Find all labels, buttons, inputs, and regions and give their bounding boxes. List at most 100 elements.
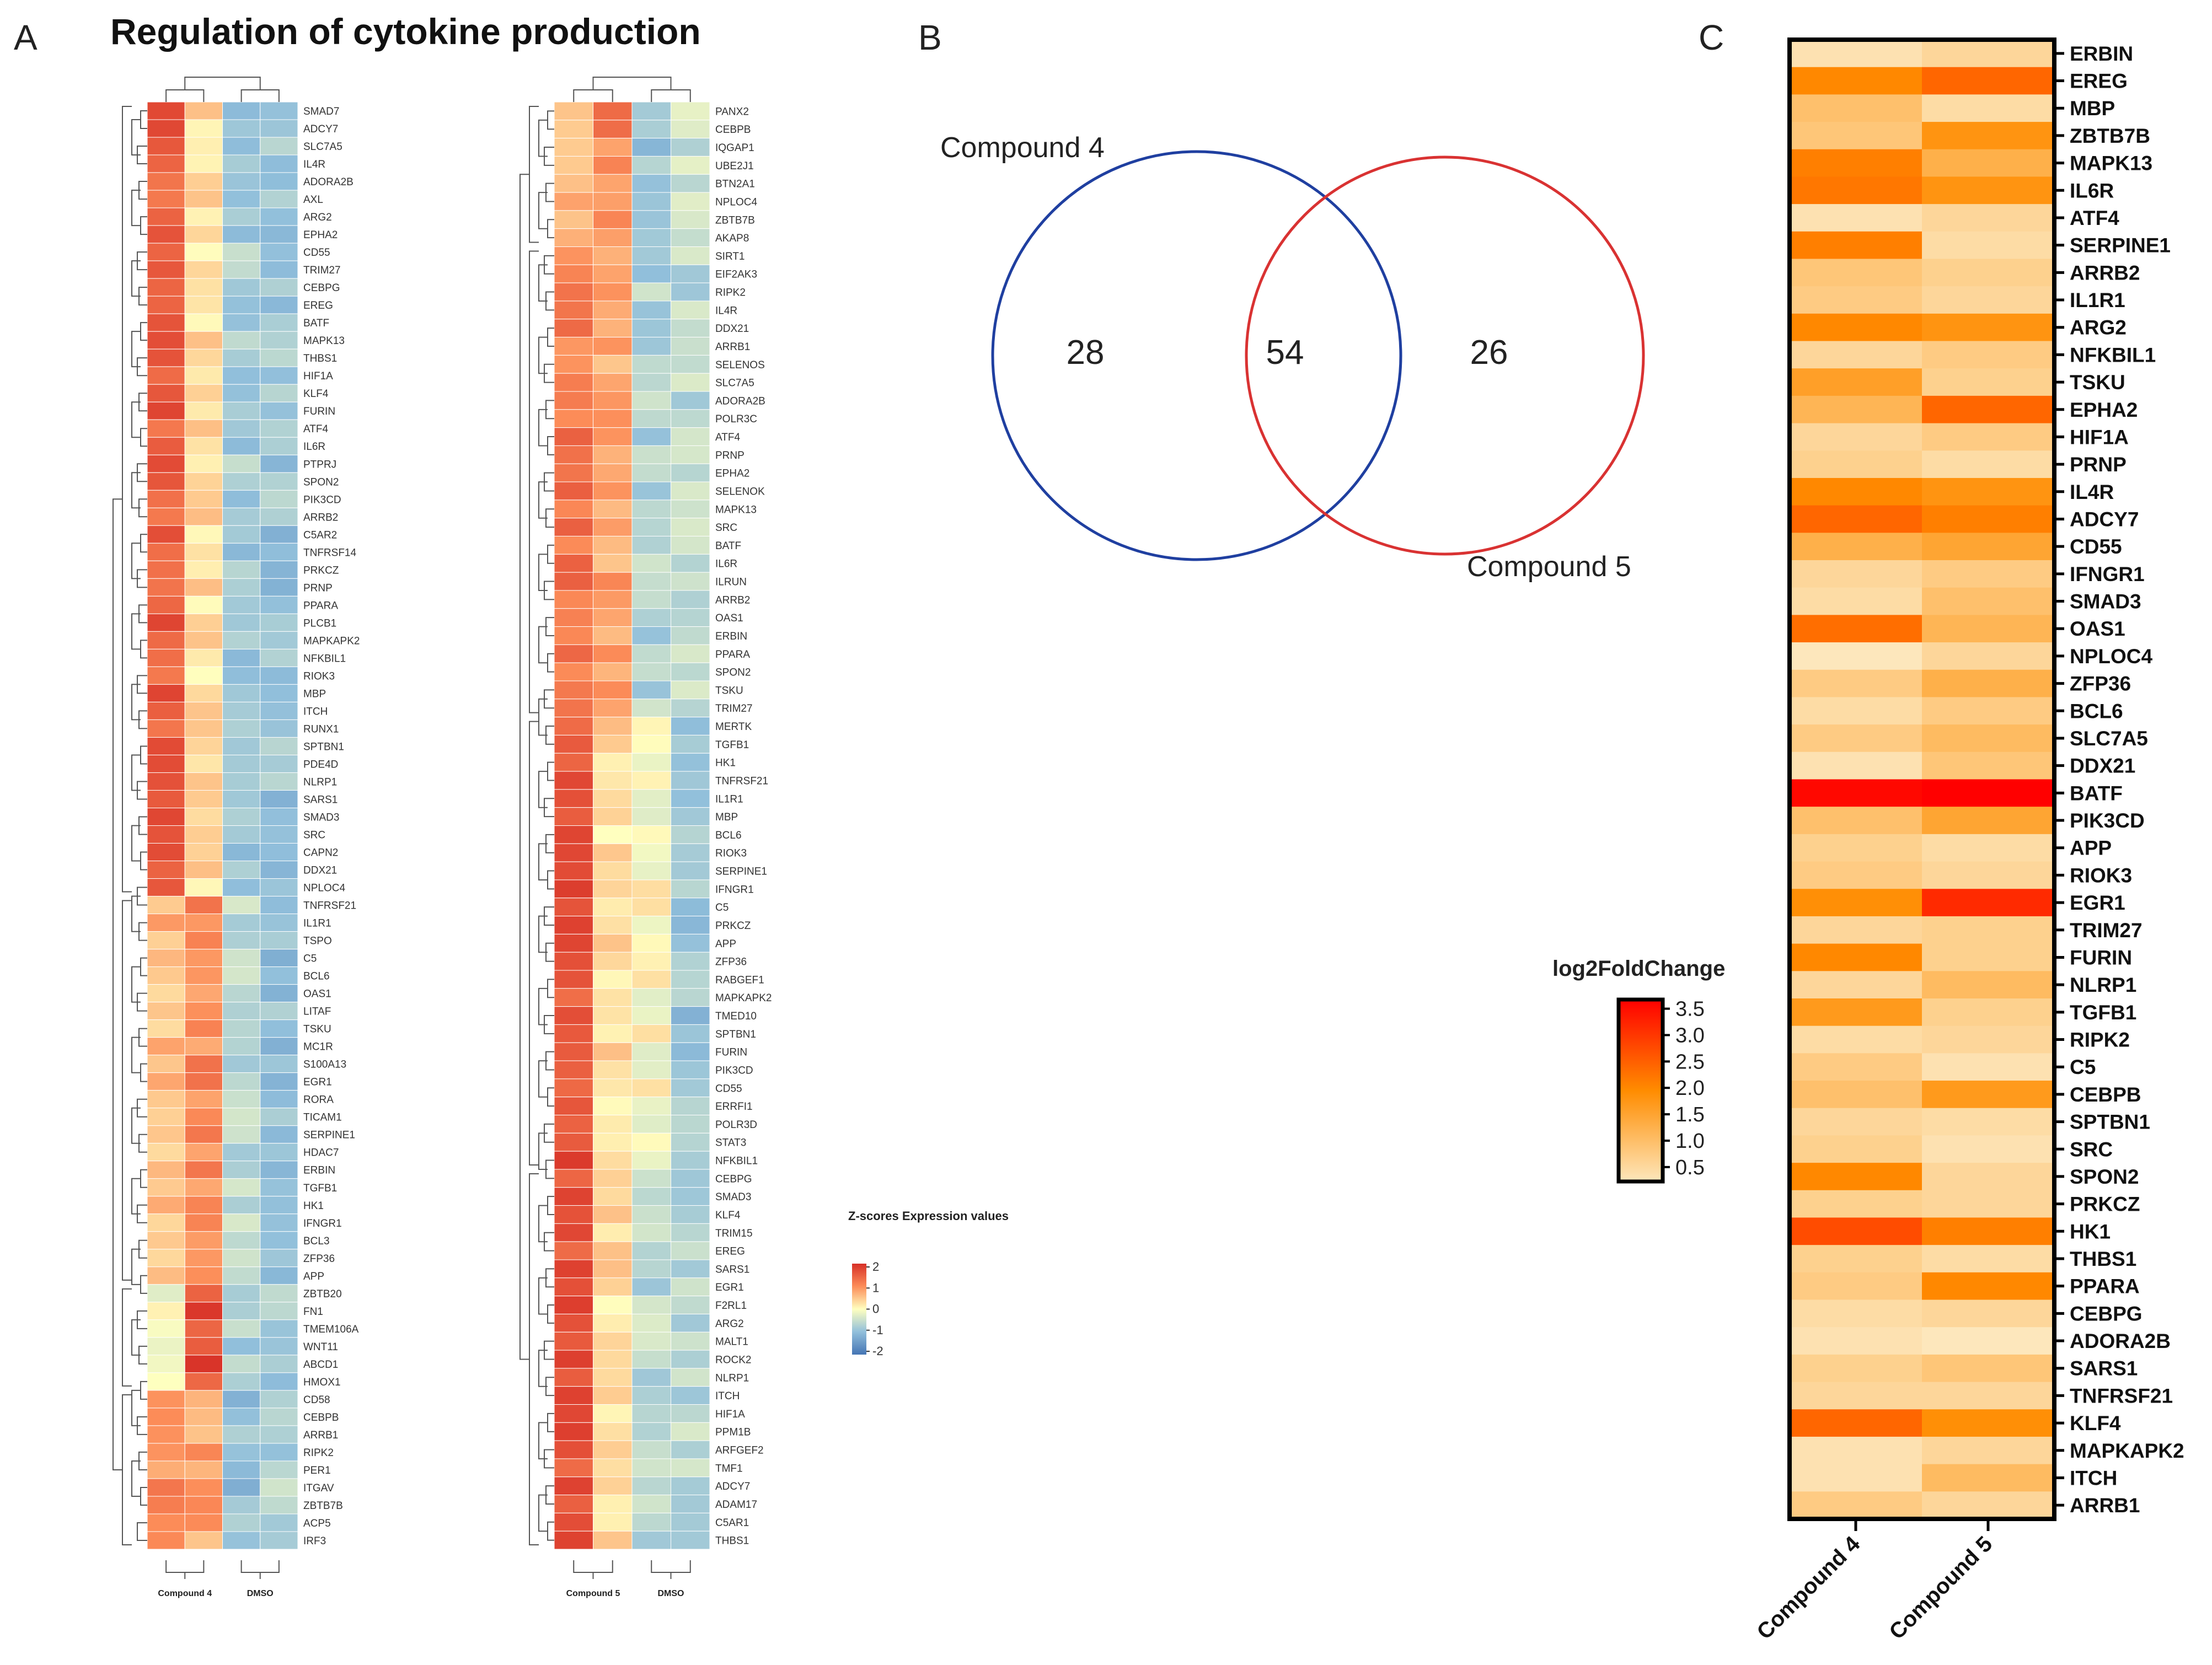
gene-label: C5AR2 — [303, 529, 337, 541]
fc-cell — [1790, 67, 1922, 95]
heatmap-cell — [260, 1090, 298, 1109]
gene-label: PDE4D — [303, 759, 338, 770]
gene-label: POLR3D — [715, 1119, 757, 1131]
heatmap-cell — [671, 1476, 710, 1496]
heatmap-cell — [147, 772, 185, 791]
heatmap-cell — [631, 1277, 671, 1297]
heatmap-cell — [184, 1178, 223, 1197]
heatmap-cell — [222, 949, 261, 968]
heatmap-cell — [260, 1372, 298, 1391]
heatmap-cell — [631, 1169, 671, 1188]
heatmap-cell — [631, 554, 671, 573]
heatmap-cell — [671, 1350, 710, 1369]
heatmap-cell — [671, 753, 710, 772]
fc-cell — [1922, 724, 2055, 753]
fc-cell — [1922, 998, 2055, 1027]
heatmap-cell — [222, 648, 261, 667]
gene-label: CAPN2 — [303, 847, 338, 859]
fc-cell — [1922, 450, 2055, 479]
heatmap-cell — [147, 437, 185, 455]
heatmap-cell — [554, 699, 593, 718]
heatmap-cell — [631, 608, 671, 627]
heatmap-cell — [147, 119, 185, 138]
heatmap-cell — [222, 719, 261, 738]
heatmap-cell — [184, 701, 223, 720]
gene-label: MBP — [303, 688, 326, 700]
heatmap-cell — [593, 264, 633, 283]
heatmap-cell — [222, 737, 261, 755]
heatmap-cell — [260, 754, 298, 773]
heatmap-cell — [593, 916, 633, 934]
gene-label: HK1 — [715, 758, 736, 769]
fc-cell — [1790, 587, 1922, 615]
gene-label: SMAD3 — [715, 1191, 751, 1203]
gene-label: WNT11 — [303, 1341, 338, 1353]
heatmap-cell — [593, 155, 633, 175]
heatmap-cell — [184, 525, 223, 544]
heatmap-cell — [222, 843, 261, 862]
fc-cell — [1790, 259, 1922, 287]
heatmap-cell — [222, 366, 261, 385]
heatmap-cell — [671, 536, 710, 555]
heatmap-cell — [593, 246, 633, 265]
gene-label: ARRB2 — [715, 594, 750, 606]
heatmap-cell — [260, 595, 298, 614]
gene-label: BATF — [715, 540, 741, 552]
heatmap-cell — [671, 1313, 710, 1333]
fc-legend-tick-label: 2.5 — [1675, 1050, 1705, 1073]
fc-cell — [1790, 1464, 1922, 1492]
heatmap-cell — [671, 644, 710, 663]
fc-frame — [1787, 37, 2056, 1521]
heatmap-cell — [593, 753, 633, 772]
heatmap-cell — [631, 1458, 671, 1478]
gene-label: EIF2AK3 — [715, 269, 757, 281]
venn-value-only-compound5: 26 — [1470, 334, 1508, 372]
heatmap-cell — [671, 282, 710, 302]
fc-cell — [1922, 1163, 2055, 1191]
heatmap-cell — [222, 137, 261, 155]
heatmap-cell — [593, 300, 633, 320]
heatmap-cell — [671, 1060, 710, 1079]
heatmap-cell — [554, 138, 593, 157]
panel-label-c: C — [1699, 18, 1724, 57]
heatmap-cell — [260, 1178, 298, 1197]
heatmap-cell — [671, 1187, 710, 1206]
gene-label: MAPK13 — [303, 335, 345, 347]
heatmap-cell — [222, 1090, 261, 1109]
heatmap-cell — [147, 454, 185, 473]
gene-label: IL4R — [715, 305, 737, 316]
fc-cell — [1922, 751, 2055, 780]
heatmap-cell — [631, 1530, 671, 1550]
heatmap-cell — [260, 260, 298, 279]
heatmap-cell — [260, 225, 298, 244]
gene-label: FURIN — [303, 406, 335, 417]
heatmap-cell — [593, 101, 633, 121]
fc-cell — [1790, 1217, 1922, 1245]
gene-label: FN1 — [303, 1306, 323, 1318]
gene-label: SPTBN1 — [303, 741, 344, 753]
gene-label: CD55 — [715, 1083, 742, 1094]
heatmap-cell — [554, 898, 593, 917]
heatmap-cell — [554, 391, 593, 410]
heatmap-cell — [554, 1512, 593, 1532]
heatmap-cell — [147, 1425, 185, 1444]
heatmap-cell — [222, 807, 261, 826]
gene-label: UBE2J1 — [715, 160, 754, 172]
heatmap-cell — [184, 243, 223, 261]
heatmap-cell — [147, 1090, 185, 1109]
fc-cell — [1922, 368, 2055, 396]
gene-label: ZBTB7B — [303, 1500, 343, 1512]
heatmap-cell — [631, 391, 671, 410]
heatmap-cell — [593, 1350, 633, 1369]
gene-label: ACP5 — [303, 1518, 331, 1529]
gene-label: THBS1 — [303, 353, 337, 364]
fc-cell — [1922, 1382, 2055, 1410]
fc-cell — [1922, 423, 2055, 451]
gene-label: SPON2 — [715, 667, 751, 679]
heatmap-cell — [631, 445, 671, 464]
gene-label: NPLOC4 — [715, 196, 757, 208]
heatmap-cell — [671, 879, 710, 899]
fc-cell — [1790, 1025, 1922, 1054]
heatmap-cell — [631, 1404, 671, 1423]
